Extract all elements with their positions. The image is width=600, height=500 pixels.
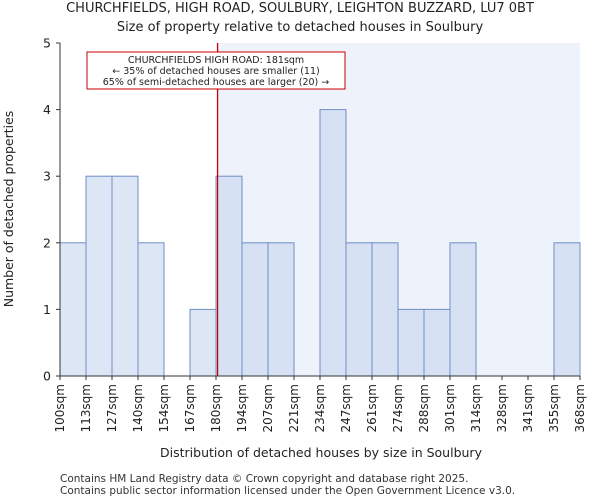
bar-100sqm [59, 242, 87, 377]
chart-title: CHURCHFIELDS, HIGH ROAD, SOULBURY, LEIGH… [66, 1, 534, 16]
bar-194sqm [241, 242, 269, 377]
chart-subtitle: Size of property relative to detached ho… [116, 20, 484, 35]
bar-140sqm [137, 242, 165, 377]
x-tick-label-368sqm: 368sqm [573, 384, 587, 432]
bar-247sqm [345, 242, 373, 377]
x-tick-label-167sqm: 167sqm [183, 384, 197, 432]
x-tick-label-194sqm: 194sqm [235, 384, 249, 432]
x-tick-label-100sqm: 100sqm [53, 384, 67, 432]
x-tick-label-288sqm: 288sqm [417, 384, 431, 432]
x-tick-label-234sqm: 234sqm [313, 384, 327, 432]
x-tick-label-355sqm: 355sqm [547, 384, 561, 432]
y-tick-label-1: 1 [43, 302, 51, 317]
annotation-line-3: 65% of semi-detached houses are larger (… [103, 77, 330, 88]
bar-207sqm [267, 242, 295, 377]
footer-line-2: Contains public sector information licen… [60, 485, 516, 497]
x-tick-label-261sqm: 261sqm [365, 384, 379, 432]
y-axis-label: Number of detached properties [1, 111, 16, 308]
bar-113sqm [85, 175, 113, 377]
x-tick-label-113sqm: 113sqm [79, 384, 93, 432]
bar-274sqm [397, 308, 425, 377]
y-tick-label-0: 0 [43, 369, 51, 384]
x-tick-label-140sqm: 140sqm [131, 384, 145, 432]
x-tick-label-341sqm: 341sqm [521, 384, 535, 432]
bar-234sqm [319, 109, 347, 377]
y-tick-label-4: 4 [43, 102, 51, 117]
footer-line-1: Contains HM Land Registry data © Crown c… [60, 473, 469, 485]
x-tick-label-314sqm: 314sqm [469, 384, 483, 432]
y-tick-label-5: 5 [43, 36, 51, 51]
x-tick-label-328sqm: 328sqm [495, 384, 509, 432]
y-tick-label-2: 2 [43, 235, 51, 250]
annotation-line-1: CHURCHFIELDS HIGH ROAD: 181sqm [128, 55, 304, 66]
bar-288sqm [423, 308, 451, 377]
annotation-line-2: ← 35% of detached houses are smaller (11… [112, 66, 319, 77]
x-tick-label-221sqm: 221sqm [287, 384, 301, 432]
y-tick-label-3: 3 [43, 169, 51, 184]
annotation-box [86, 51, 346, 90]
x-tick-label-301sqm: 301sqm [443, 384, 457, 432]
x-tick-label-154sqm: 154sqm [157, 384, 171, 432]
x-tick-label-274sqm: 274sqm [391, 384, 405, 432]
bar-127sqm [111, 175, 139, 377]
bar-301sqm [449, 242, 477, 377]
bar-261sqm [371, 242, 399, 377]
x-axis-label: Distribution of detached houses by size … [160, 445, 483, 460]
bar-355sqm [553, 242, 581, 377]
x-tick-label-127sqm: 127sqm [105, 384, 119, 432]
bar-167sqm [189, 308, 217, 377]
x-tick-label-180sqm: 180sqm [209, 384, 223, 432]
x-tick-label-247sqm: 247sqm [339, 384, 353, 432]
bar-180sqm [215, 175, 243, 377]
x-tick-label-207sqm: 207sqm [261, 384, 275, 432]
